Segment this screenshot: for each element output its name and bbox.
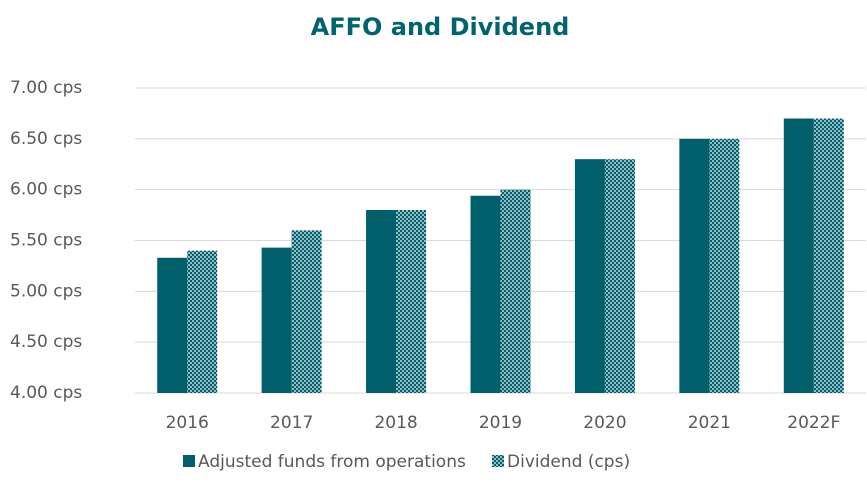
bar [157, 257, 188, 393]
legend-swatch [183, 455, 195, 467]
y-tick-label: 4.00 cps [10, 383, 82, 403]
x-tick-label: 2019 [479, 413, 522, 433]
y-tick-label: 6.00 cps [10, 180, 82, 200]
bar [470, 195, 501, 393]
y-tick-label: 5.00 cps [10, 281, 82, 301]
bar [679, 138, 710, 393]
legend-label: Dividend (cps) [507, 452, 630, 472]
legend-label: Adjusted funds from operations [198, 452, 466, 472]
bar [783, 118, 814, 393]
x-tick-label: 2017 [270, 413, 313, 433]
y-tick-label: 7.00 cps [10, 78, 82, 98]
y-tick-label: 4.50 cps [10, 332, 82, 352]
bar [366, 210, 397, 393]
bar [291, 230, 322, 393]
y-tick-label: 5.50 cps [10, 231, 82, 251]
bar [261, 247, 292, 393]
bar [813, 118, 844, 393]
x-tick-label: 2018 [374, 413, 417, 433]
bar [500, 189, 531, 393]
y-tick-label: 6.50 cps [10, 129, 82, 149]
bar [604, 159, 635, 393]
legend-swatch [492, 455, 504, 467]
bar [574, 159, 605, 393]
chart-title: AFFO and Dividend [311, 13, 570, 41]
x-tick-label: 2021 [688, 413, 731, 433]
x-tick-label: 2020 [583, 413, 626, 433]
x-tick-label: 2022F [787, 413, 840, 433]
bar [396, 210, 427, 393]
x-tick-label: 2016 [166, 413, 209, 433]
bar [187, 250, 218, 393]
bar [709, 138, 740, 393]
